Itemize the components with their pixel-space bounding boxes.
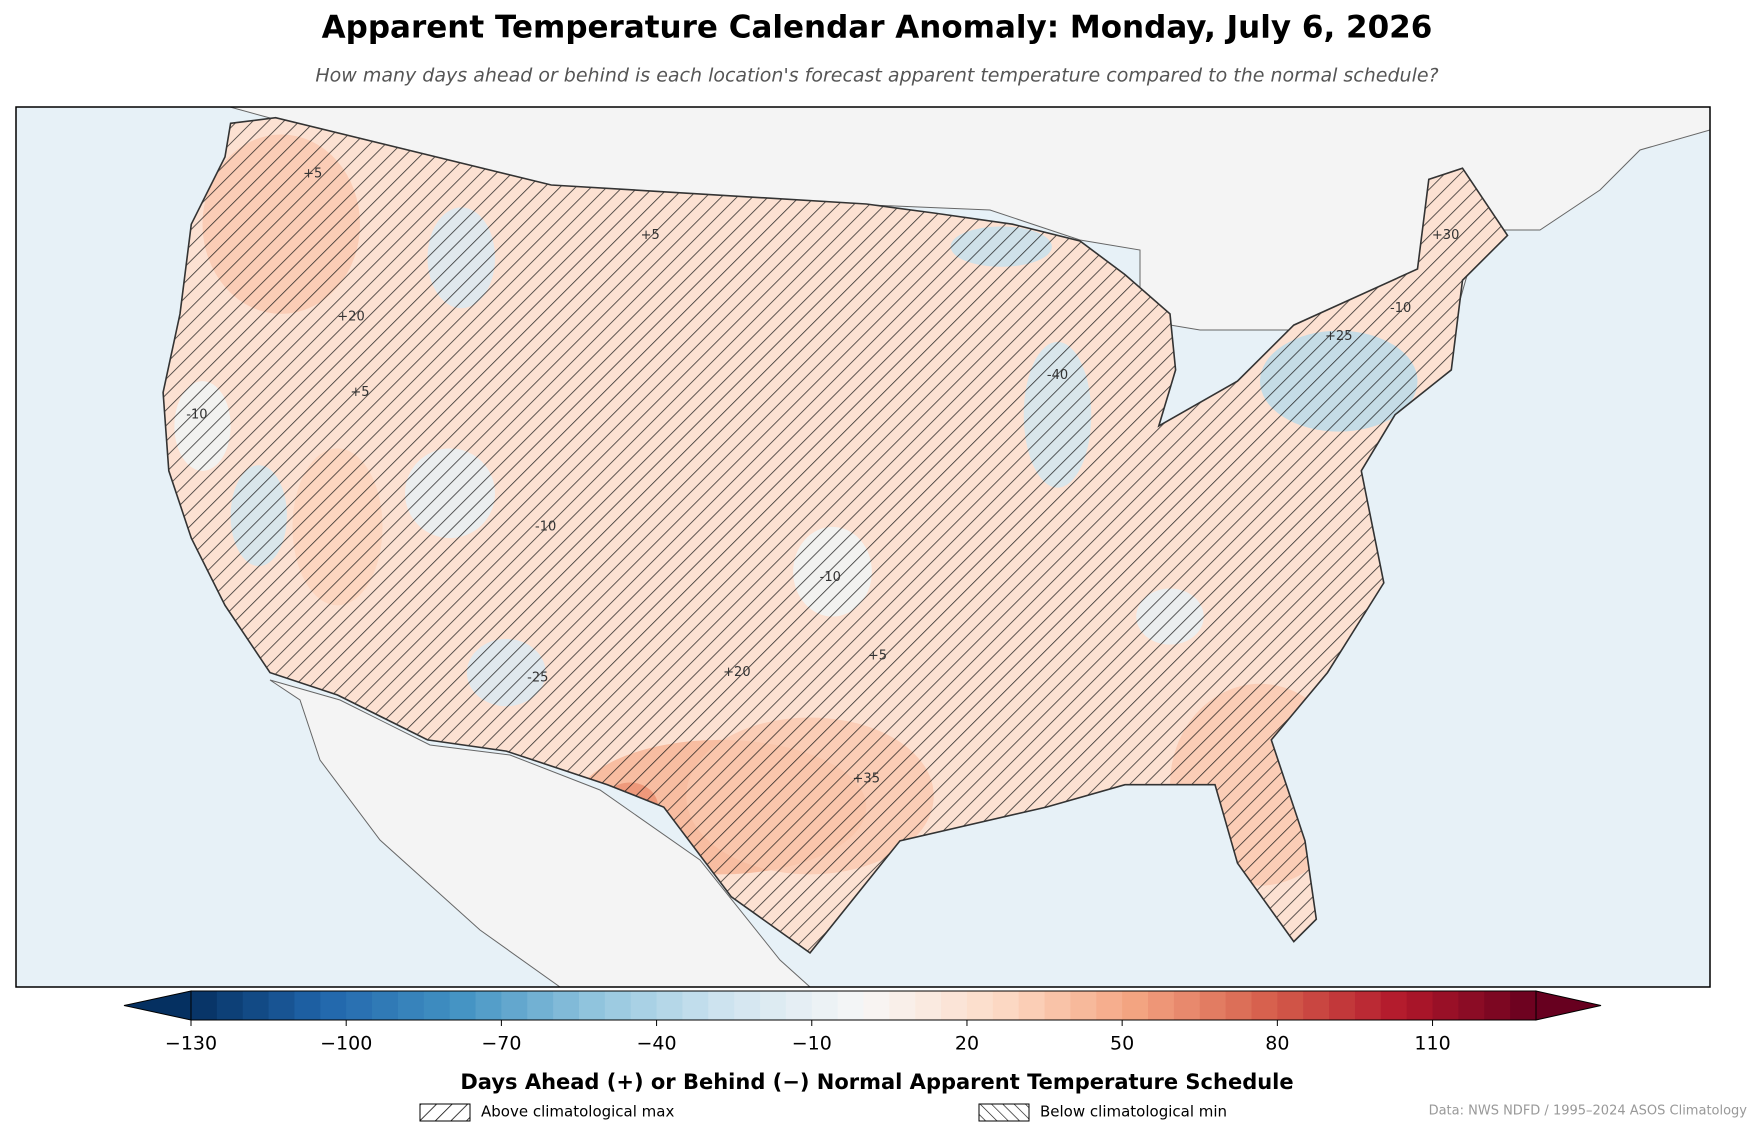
colorbar-tick-label: −40 <box>637 1033 677 1055</box>
colorbar-extend-high <box>1535 990 1602 1021</box>
colorbar-segment <box>656 991 683 1020</box>
colorbar-segment <box>992 991 1020 1020</box>
colorbar-tick-label: 20 <box>955 1033 979 1055</box>
colorbar-tick-label: 50 <box>1110 1033 1134 1055</box>
colorbar-segment <box>268 991 295 1020</box>
colorbar-segment <box>915 991 942 1020</box>
legend-swatch <box>978 1103 1030 1122</box>
contour-label: +5 <box>303 166 322 181</box>
colorbar: −130 −100 −70 −40 −10 20 50 80 110 <box>123 990 1602 1055</box>
colorbar-segment <box>1303 991 1330 1020</box>
colorbar-segment <box>397 991 425 1020</box>
legend-label: Above climatological max <box>481 1103 674 1121</box>
colorbar-segment <box>837 991 864 1020</box>
colorbar-segment <box>553 991 580 1020</box>
colorbar-segment <box>1096 991 1123 1020</box>
colorbar-frame <box>190 990 1537 1021</box>
colorbar-segment <box>1354 991 1382 1020</box>
title: Apparent Temperature Calendar Anomaly: M… <box>322 10 1433 46</box>
colorbar-segment <box>1225 991 1252 1020</box>
colorbar-tick-label: −100 <box>320 1033 372 1055</box>
colorbar-segment <box>191 991 218 1020</box>
legend: Above climatological max Below climatolog… <box>419 1103 1227 1122</box>
colorbar-segment <box>216 991 244 1020</box>
contour-label: +5 <box>868 648 887 663</box>
colorbar-segment <box>1277 991 1304 1020</box>
colorbar-extend-low <box>123 990 192 1021</box>
colorbar-segment <box>242 991 270 1020</box>
colorbar-segment <box>1044 991 1071 1020</box>
contour-label: -10 <box>1390 301 1411 316</box>
contour-label: -25 <box>527 671 548 686</box>
colorbar-segment <box>760 991 787 1020</box>
colorbar-segment <box>708 991 735 1020</box>
contour-label: +5 <box>641 228 660 243</box>
contour-label: +5 <box>350 385 369 400</box>
source-note: Data: NWS NDFD / 1995–2024 ASOS Climatol… <box>1429 1104 1748 1119</box>
colorbar-tick-label: −10 <box>792 1033 832 1055</box>
colorbar-segment <box>475 991 502 1020</box>
contour-label: +25 <box>1325 329 1352 344</box>
colorbar-segment <box>1432 991 1459 1020</box>
colorbar-segment <box>1018 991 1046 1020</box>
colorbar-segment <box>889 991 916 1020</box>
hatch-above-max <box>163 117 1508 953</box>
colorbar-segment <box>1070 991 1097 1020</box>
colorbar-tick-label: 110 <box>1414 1033 1450 1055</box>
colorbar-segment <box>423 991 451 1020</box>
contour-label: +20 <box>723 665 750 680</box>
us-outline <box>162 116 1509 954</box>
colorbar-segment <box>630 991 658 1020</box>
colorbar-tick-label: −70 <box>481 1033 521 1055</box>
colorbar-segment <box>1406 991 1434 1020</box>
contour-label: -10 <box>535 519 556 534</box>
colorbar-segment <box>1199 991 1227 1020</box>
colorbar-segment <box>1148 991 1175 1020</box>
colorbar-segment <box>785 991 813 1020</box>
colorbar-segment <box>346 991 373 1020</box>
colorbar-segment <box>578 991 606 1020</box>
colorbar-tick-label: −130 <box>165 1033 217 1055</box>
mexico-land <box>269 679 811 987</box>
colorbar-segment <box>449 991 477 1020</box>
colorbar-segment <box>1484 991 1511 1020</box>
colorbar-segment <box>372 991 399 1020</box>
subtitle: How many days ahead or behind is each lo… <box>315 65 1438 87</box>
map: +5 +20 +5 -10 +5 -10 -40 -25 +25 +35 +30 -10 +5 -10 +2… <box>16 107 1710 987</box>
colorbar-segment <box>1173 991 1201 1020</box>
colorbar-segment <box>294 991 321 1020</box>
colorbar-label: Days Ahead (+) or Behind (−) Normal Appa… <box>460 1070 1293 1094</box>
legend-label: Below climatological min <box>1040 1103 1227 1121</box>
contour-label: -10 <box>820 570 841 585</box>
colorbar-segment <box>1380 991 1408 1020</box>
contour-label: -40 <box>1047 368 1068 383</box>
colorbar-segment <box>527 991 554 1020</box>
colorbar-segment <box>682 991 709 1020</box>
colorbar-segment <box>1329 991 1356 1020</box>
colorbar-segment <box>604 991 632 1020</box>
colorbar-segment <box>1510 991 1537 1020</box>
contour-label: +35 <box>853 772 880 787</box>
colorbar-tick-label: 80 <box>1265 1033 1289 1055</box>
colorbar-segment <box>863 991 890 1020</box>
contour-label: -10 <box>186 407 207 422</box>
colorbar-segment <box>966 991 994 1020</box>
colorbar-segment <box>320 991 347 1020</box>
colorbar-segment <box>1251 991 1278 1020</box>
colorbar-segment <box>501 991 528 1020</box>
colorbar-segment <box>1122 991 1149 1020</box>
colorbar-segment <box>734 991 761 1020</box>
colorbar-segment <box>941 991 968 1020</box>
map-frame <box>15 106 1711 988</box>
colorbar-segment <box>811 991 839 1020</box>
contour-label: +20 <box>337 310 364 325</box>
colorbar-segment <box>1458 991 1485 1020</box>
legend-swatch <box>419 1103 471 1122</box>
contour-label: +30 <box>1432 228 1459 243</box>
